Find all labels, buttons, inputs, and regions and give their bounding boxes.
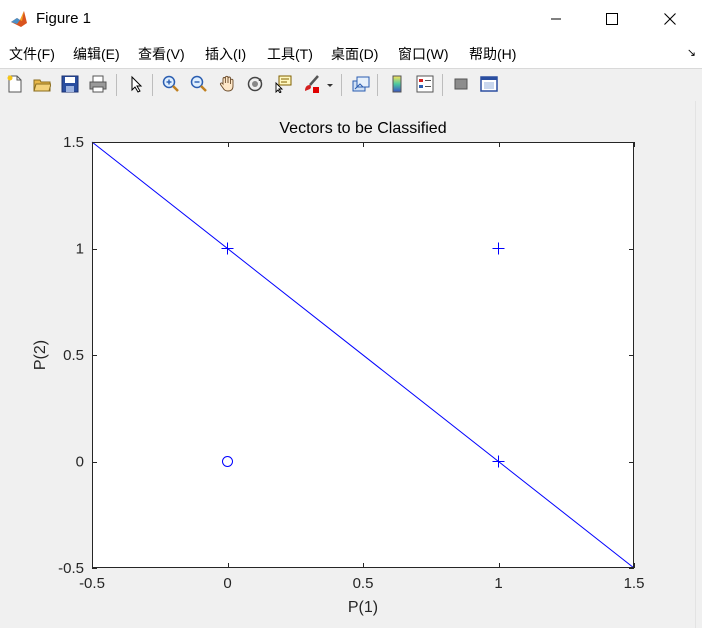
y-tick-label: 0 xyxy=(76,454,84,471)
dock-arrow-icon[interactable]: ↘ xyxy=(686,47,696,59)
y-tick-label: 0.5 xyxy=(63,347,84,364)
figure-canvas[interactable]: -0.5 0 0.5 1 1.5 -0.5 0 0.5 1 1.5 Vectors to be C… xyxy=(0,101,702,628)
close-button[interactable] xyxy=(642,0,698,38)
rotate-3d-icon[interactable] xyxy=(244,73,266,95)
toolbar-separator xyxy=(152,74,153,96)
data-cursor-icon[interactable] xyxy=(272,73,294,95)
toolbar-separator xyxy=(116,74,117,96)
plus-marker xyxy=(492,242,505,255)
colorbar-icon[interactable] xyxy=(386,73,408,95)
x-tick-label: 1.5 xyxy=(624,575,645,592)
save-icon[interactable] xyxy=(59,73,81,95)
title-bar[interactable]: Figure 1 xyxy=(0,0,702,38)
maximize-button[interactable] xyxy=(584,0,640,38)
plus-marker xyxy=(492,455,505,468)
toolbar-separator xyxy=(377,74,378,96)
menu-tools[interactable]: 工具(T) xyxy=(267,46,313,62)
x-tick-label: 0 xyxy=(223,575,231,592)
menu-bar: 文件(F) 编辑(E) 查看(V) 插入(I) 工具(T) 桌面(D) 窗口(W… xyxy=(0,38,702,68)
y-tick-label: 1 xyxy=(76,241,84,258)
menu-file[interactable]: 文件(F) xyxy=(9,46,55,62)
maximize-icon xyxy=(606,13,618,25)
menu-help[interactable]: 帮助(H) xyxy=(469,46,517,62)
matlab-logo-icon xyxy=(9,9,29,29)
toolbar-separator xyxy=(341,74,342,96)
select-arrow-icon[interactable] xyxy=(125,73,147,95)
circle-marker xyxy=(222,456,233,467)
plus-marker xyxy=(221,242,234,255)
menu-insert[interactable]: 插入(I) xyxy=(205,46,247,62)
hide-plot-tools-icon[interactable] xyxy=(450,73,472,95)
y-tick-label: 1.5 xyxy=(63,134,84,151)
menu-view[interactable]: 查看(V) xyxy=(138,46,185,62)
link-plot-icon[interactable] xyxy=(350,73,372,95)
menu-edit[interactable]: 编辑(E) xyxy=(73,46,120,62)
minimize-button[interactable] xyxy=(528,0,584,38)
open-file-icon[interactable] xyxy=(31,73,53,95)
brush-icon[interactable] xyxy=(300,73,322,95)
brush-dropdown-icon[interactable] xyxy=(324,73,336,95)
x-axis-label: P(1) xyxy=(348,599,378,616)
menu-desktop[interactable]: 桌面(D) xyxy=(331,46,379,62)
zoom-out-icon[interactable] xyxy=(188,73,210,95)
chart-title: Vectors to be Classified xyxy=(279,120,446,137)
x-tick-label: 0.5 xyxy=(353,575,374,592)
toolbar-separator xyxy=(442,74,443,96)
show-plot-tools-icon[interactable] xyxy=(478,73,500,95)
y-tick-label: -0.5 xyxy=(58,560,84,577)
x-tick-label: -0.5 xyxy=(79,575,105,592)
pan-hand-icon[interactable] xyxy=(216,73,238,95)
decision-boundary-line xyxy=(91,141,635,569)
minimize-icon xyxy=(551,18,561,20)
x-tick-label: 1 xyxy=(494,575,502,592)
new-figure-icon[interactable] xyxy=(4,73,26,95)
zoom-in-icon[interactable] xyxy=(160,73,182,95)
menu-window[interactable]: 窗口(W) xyxy=(398,46,449,62)
window-title: Figure 1 xyxy=(36,10,92,27)
close-icon xyxy=(664,13,676,25)
legend-icon[interactable] xyxy=(414,73,436,95)
scatter-plot[interactable]: -0.5 0 0.5 1 1.5 -0.5 0 0.5 1 1.5 Vectors to be C… xyxy=(0,101,702,628)
figure-toolbar xyxy=(0,68,702,102)
window-right-edge xyxy=(695,101,702,628)
y-axis-label: P(2) xyxy=(32,340,49,370)
print-icon[interactable] xyxy=(87,73,109,95)
